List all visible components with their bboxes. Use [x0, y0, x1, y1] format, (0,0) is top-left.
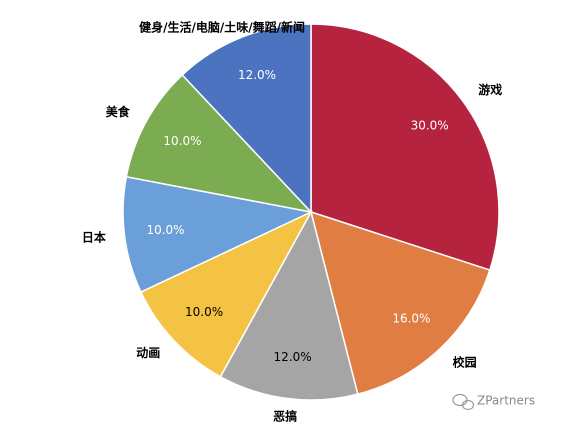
value-label: 12.0% [238, 68, 276, 82]
category-label: 恶搞 [273, 409, 297, 424]
pie-slice [125, 73, 314, 214]
value-label: 10.0% [146, 223, 184, 237]
category-label: 校园 [453, 354, 477, 369]
category-label: 动画 [136, 346, 160, 360]
pie-slice [181, 23, 312, 214]
value-label: 12.0% [274, 350, 312, 364]
category-label: 美食 [106, 104, 131, 119]
category-label: 游戏 [478, 82, 502, 97]
category-label: 日本 [82, 229, 106, 244]
value-label: 16.0% [392, 311, 430, 325]
pie-slice [139, 210, 313, 378]
value-label: 10.0% [163, 134, 201, 148]
pie-slice [309, 210, 491, 396]
value-label: 10.0% [185, 305, 223, 319]
pie-slice [219, 209, 359, 401]
category-label: 健身/生活/电脑/土味/舞蹈/新闻 [139, 20, 305, 35]
watermark: ZPartners [477, 394, 535, 408]
pie-slice [122, 175, 314, 294]
pie-slice [310, 23, 500, 272]
watermark-icon [452, 393, 475, 411]
value-label: 30.0% [411, 118, 449, 132]
